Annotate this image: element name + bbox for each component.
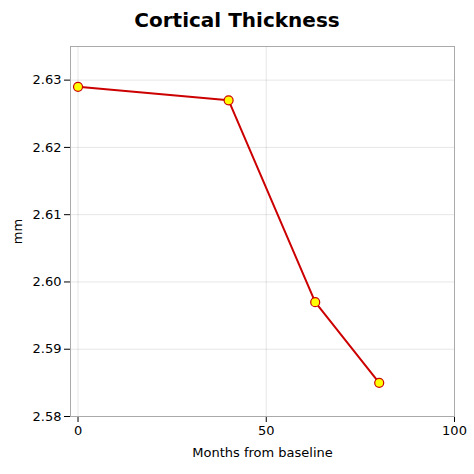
- html-text:Cortical Thickness: Cortical Thickness: [134, 8, 340, 32]
- svg-text:2.59: 2.59: [33, 341, 62, 356]
- svg-text:2.63: 2.63: [33, 72, 62, 87]
- svg-text:2.60: 2.60: [33, 274, 62, 289]
- svg-text:mm: mm: [10, 219, 25, 244]
- svg-text:100: 100: [442, 423, 467, 438]
- svg-text:2.61: 2.61: [33, 207, 62, 222]
- svg-text:0: 0: [74, 423, 82, 438]
- svg-text:2.62: 2.62: [33, 140, 62, 155]
- svg-text:Months from baseline: Months from baseline: [192, 445, 333, 460]
- svg-text:2.58: 2.58: [33, 409, 62, 424]
- svg-text:50: 50: [258, 423, 275, 438]
